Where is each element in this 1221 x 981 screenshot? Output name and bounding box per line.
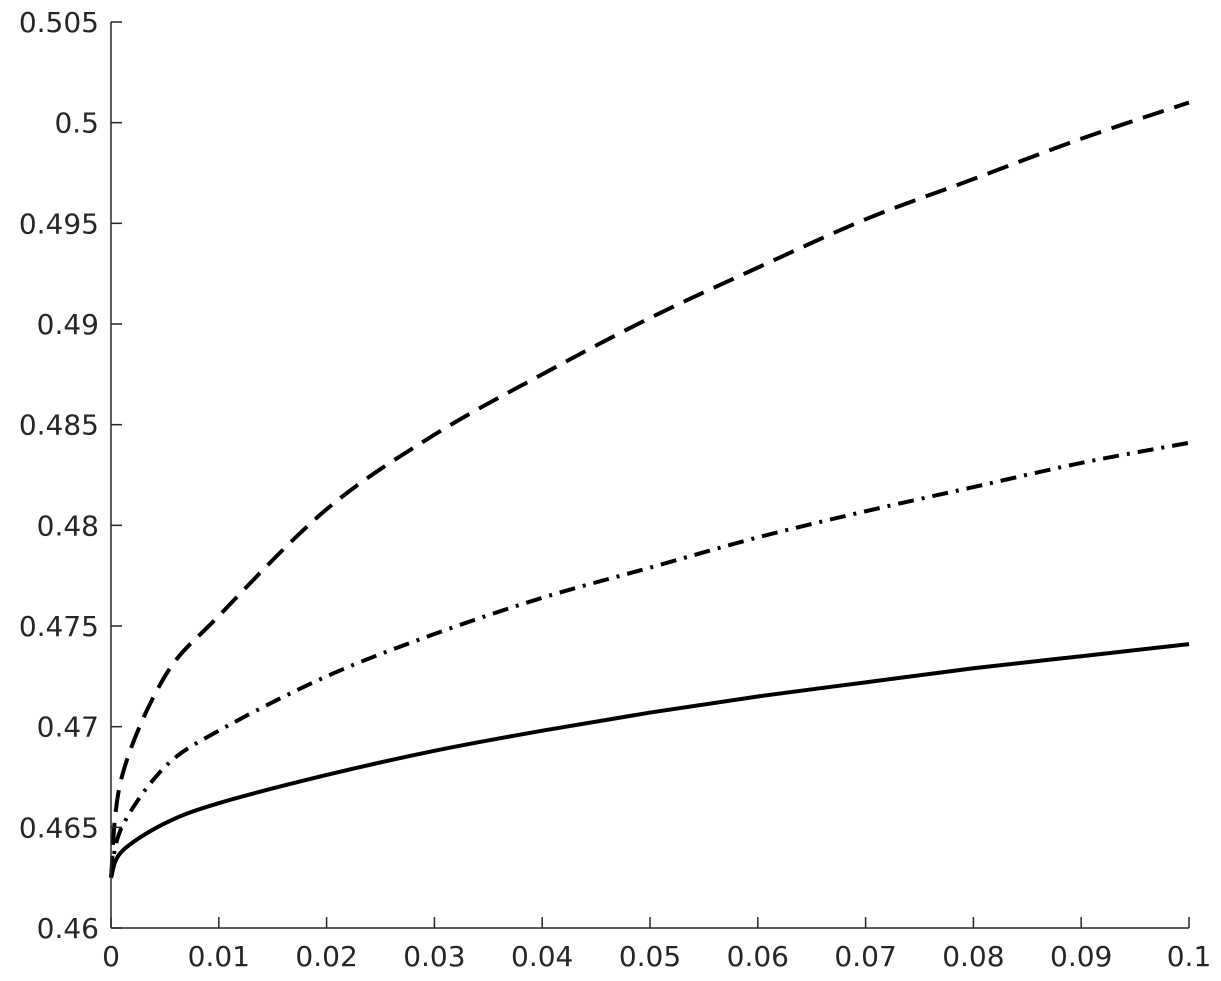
y-tick-label: 0.485 [19,409,99,442]
y-axis-ticks: 0.460.4650.470.4750.480.4850.490.4950.50… [19,6,122,945]
series-layer [109,100,1190,879]
x-tick-label: 0.03 [403,940,465,973]
x-tick-label: 0.07 [834,940,896,973]
y-tick-label: 0.5 [54,107,99,140]
x-axis-ticks: 0 0.01 0.02 0.03 0.04 0.05 0.06 0.07 0.08 0.09 0.1 [102,917,1211,973]
x-tick-label: 0.05 [619,940,681,973]
y-tick-label: 0.505 [19,6,99,39]
series-line-dashed [109,100,1190,878]
y-tick-label: 0.46 [37,912,99,945]
x-tick-label: 0.08 [942,940,1004,973]
x-tick-label: 0.02 [295,940,357,973]
y-tick-label: 0.48 [37,509,99,542]
series-line-solid [109,642,1190,879]
x-tick-label: 0.1 [1167,940,1212,973]
y-tick-label: 0.49 [37,308,99,341]
x-tick-label: 0.01 [188,940,250,973]
y-tick-label: 0.465 [19,811,99,844]
x-tick-label: 0.04 [511,940,573,973]
y-tick-label: 0.47 [37,711,99,744]
x-tick-label: 0.09 [1050,940,1112,973]
y-tick-label: 0.495 [19,207,99,240]
y-tick-label: 0.475 [19,610,99,643]
x-tick-label: 0 [102,940,120,973]
series-line-dash-dot [109,440,1190,879]
x-tick-label: 0.06 [727,940,789,973]
